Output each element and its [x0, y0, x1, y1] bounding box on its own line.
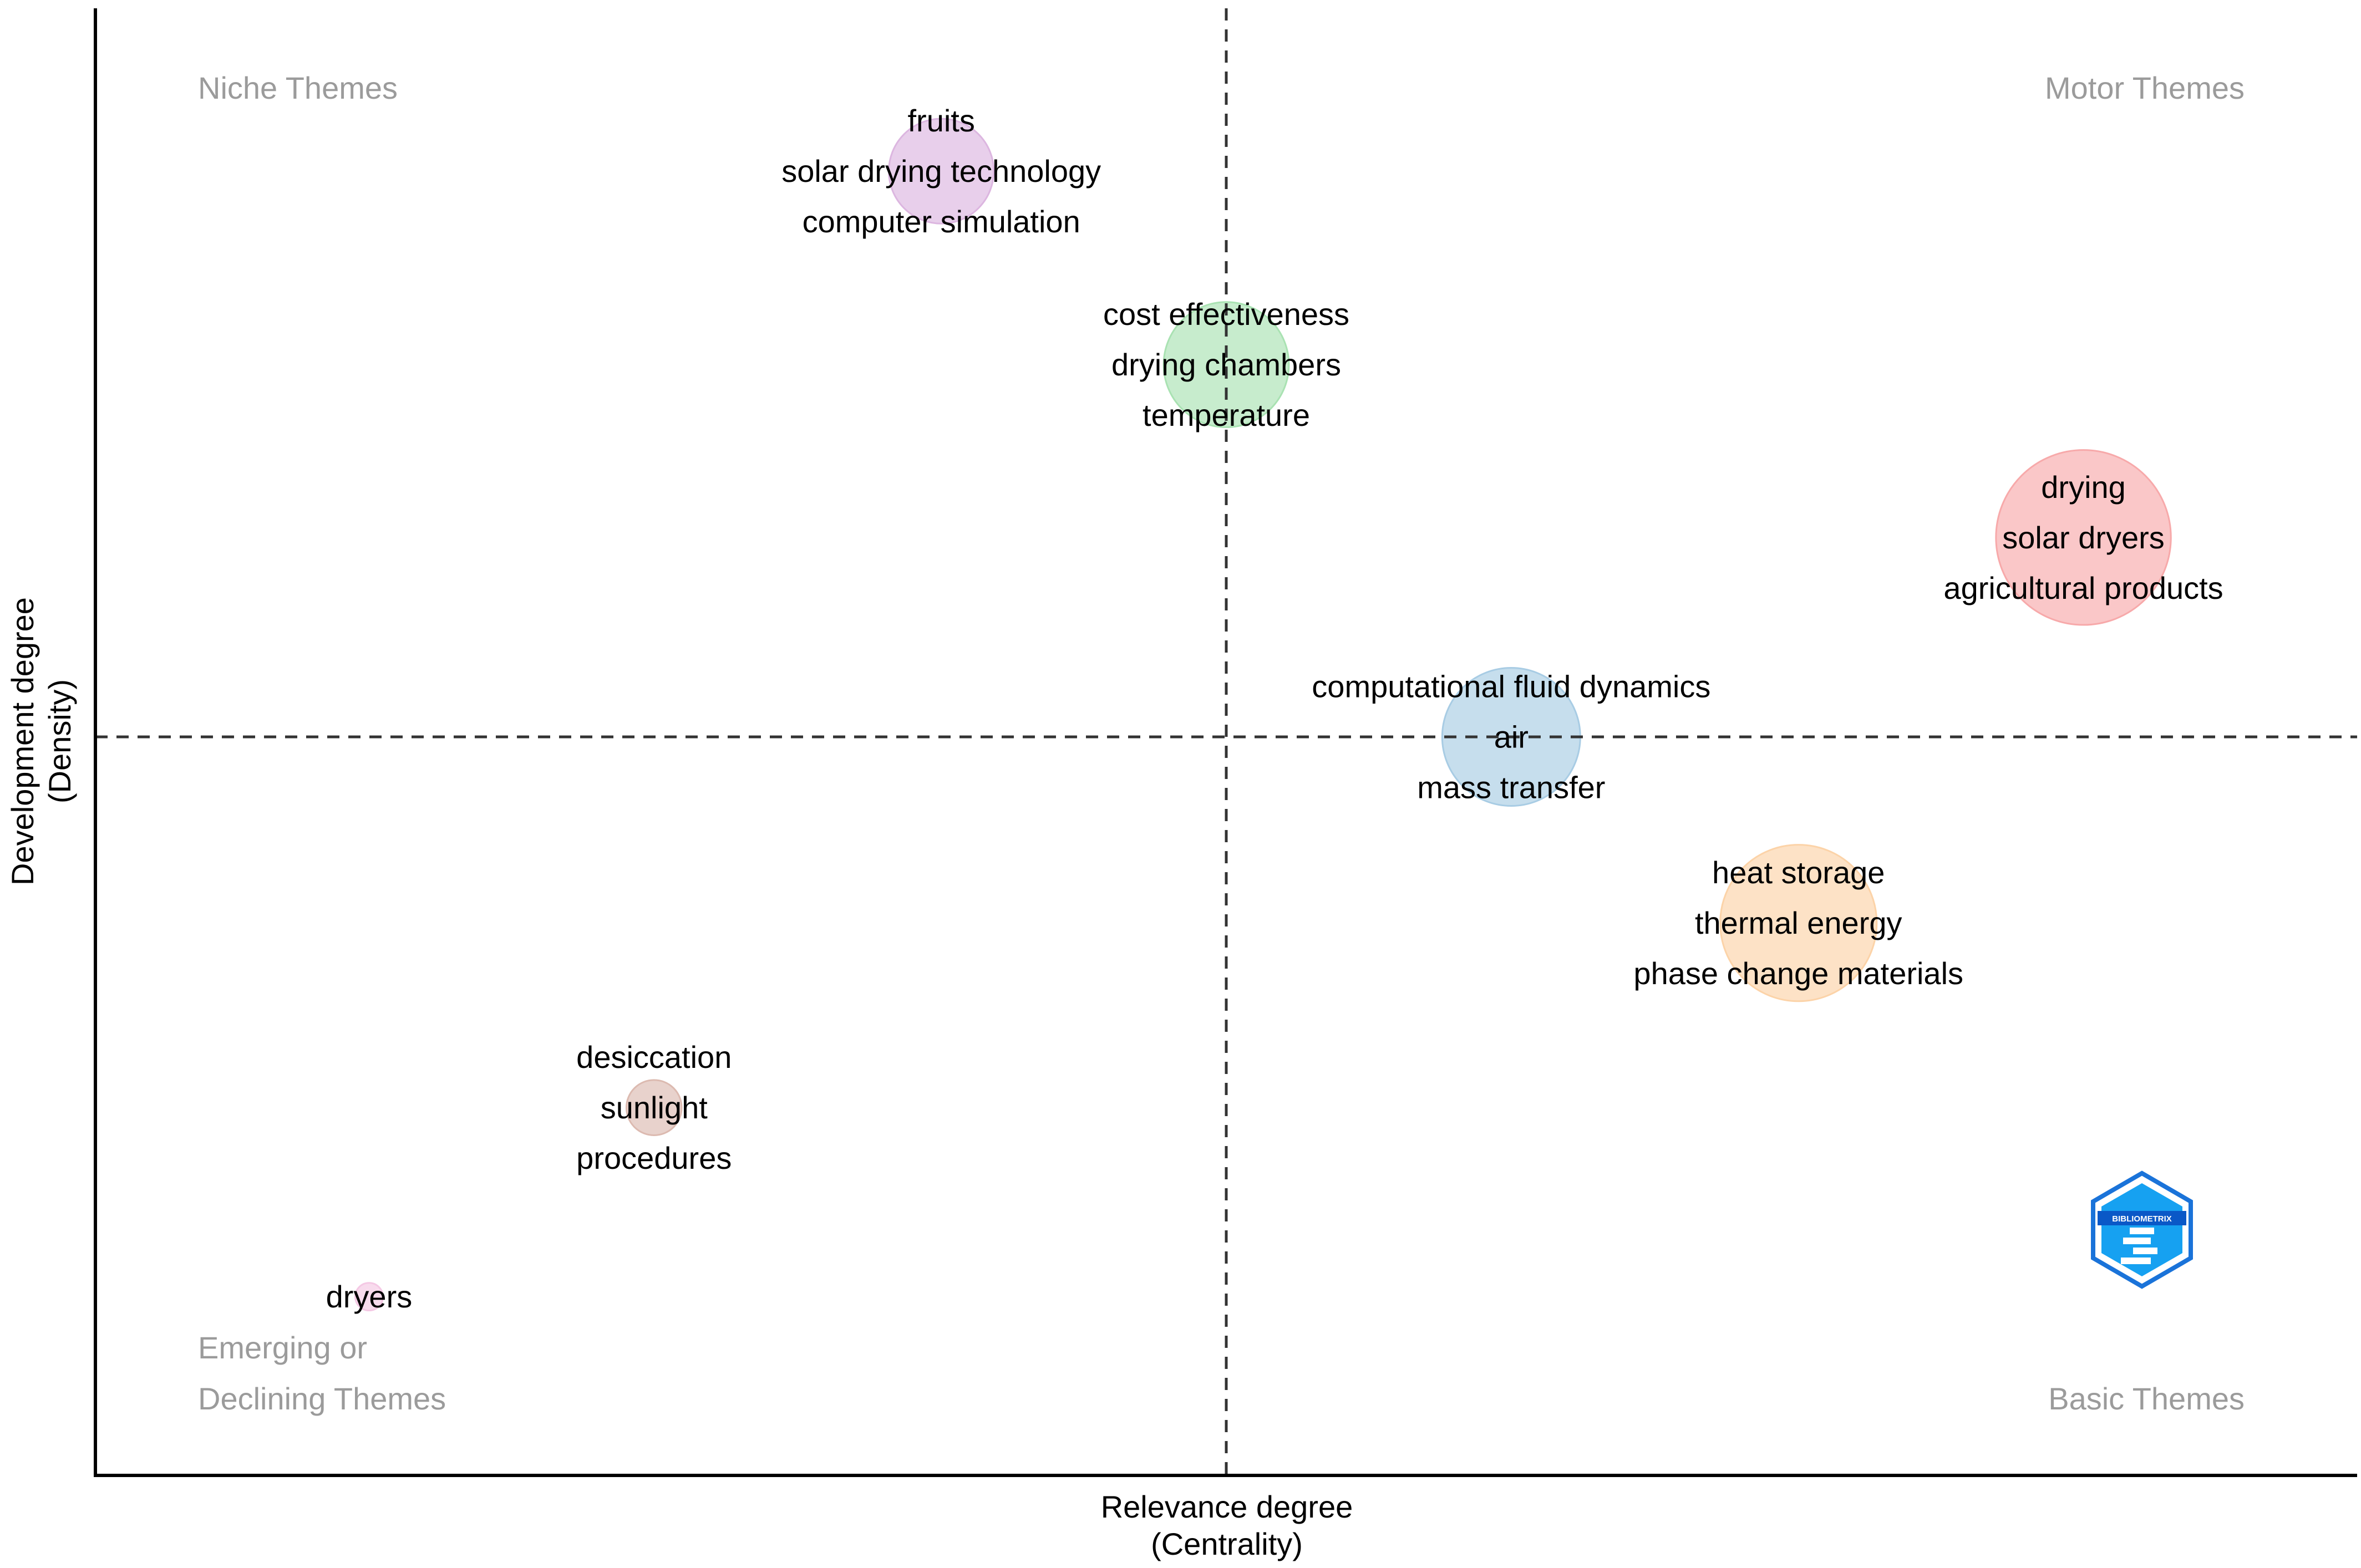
cluster-label-5-1: sunlight — [601, 1090, 708, 1125]
cluster-bubble-1 — [1162, 301, 1290, 429]
cluster-label-1-0: cost effectiveness — [1103, 297, 1349, 332]
cluster-label-3-1: air — [1494, 720, 1529, 755]
cluster-label-0-0: fruits — [907, 103, 974, 138]
bibliometrix-logo-icon: BIBLIOMETRIX — [2091, 1170, 2193, 1289]
cluster-label-5-2: procedures — [576, 1141, 732, 1175]
cluster-bubble-4 — [1719, 844, 1878, 1002]
cluster-bubble-0 — [888, 118, 995, 225]
cluster-bubble-6 — [354, 1282, 384, 1312]
cluster-label-2-1: solar dryers — [2002, 520, 2165, 555]
cluster-label-5-0: desiccation — [576, 1040, 732, 1075]
cluster-label-3-0: computational fluid dynamics — [1312, 669, 1710, 704]
quadrant-label-basic: Basic Themes — [2048, 1381, 2245, 1416]
cluster-bubble-2 — [1995, 449, 2172, 626]
quadrant-labels: Niche Themes Motor Themes Emerging or De… — [198, 70, 2245, 1416]
cluster-label-0-2: computer simulation — [803, 204, 1080, 239]
cluster-label-4-0: heat storage — [1712, 855, 1885, 890]
cluster-label-2-2: agricultural products — [1943, 571, 2223, 605]
y-axis-subtitle: (Density) — [42, 679, 77, 803]
quadrant-dividers — [95, 8, 2357, 1475]
y-axis-title: Development degree — [5, 597, 40, 885]
quadrant-label-emerging-line1: Emerging or — [198, 1330, 367, 1365]
bubbles-layer — [354, 118, 2172, 1312]
quadrant-label-emerging-line2: Declining Themes — [198, 1381, 446, 1416]
axes — [94, 8, 2357, 1477]
x-axis-title: Relevance degree — [1101, 1489, 1353, 1524]
logo-text: BIBLIOMETRIX — [2112, 1214, 2172, 1224]
cluster-label-6-0: dryers — [326, 1279, 413, 1314]
quadrant-label-motor: Motor Themes — [2045, 70, 2245, 105]
cluster-label-1-2: temperature — [1143, 398, 1310, 432]
cluster-label-0-1: solar drying technology — [781, 154, 1101, 189]
axis-titles: Relevance degree (Centrality) Developmen… — [5, 597, 1353, 1561]
cluster-label-3-2: mass transfer — [1417, 770, 1605, 805]
cluster-label-4-2: phase change materials — [1633, 956, 1963, 991]
quadrant-label-niche: Niche Themes — [198, 70, 398, 105]
x-axis-subtitle: (Centrality) — [1151, 1526, 1303, 1561]
cluster-label-2-0: drying — [2041, 470, 2126, 505]
cluster-label-4-1: thermal energy — [1695, 905, 1902, 940]
cluster-labels: fruits solar drying technology computer si… — [326, 103, 2223, 1314]
cluster-label-1-1: drying chambers — [1111, 347, 1341, 382]
cluster-bubble-5 — [625, 1079, 683, 1136]
